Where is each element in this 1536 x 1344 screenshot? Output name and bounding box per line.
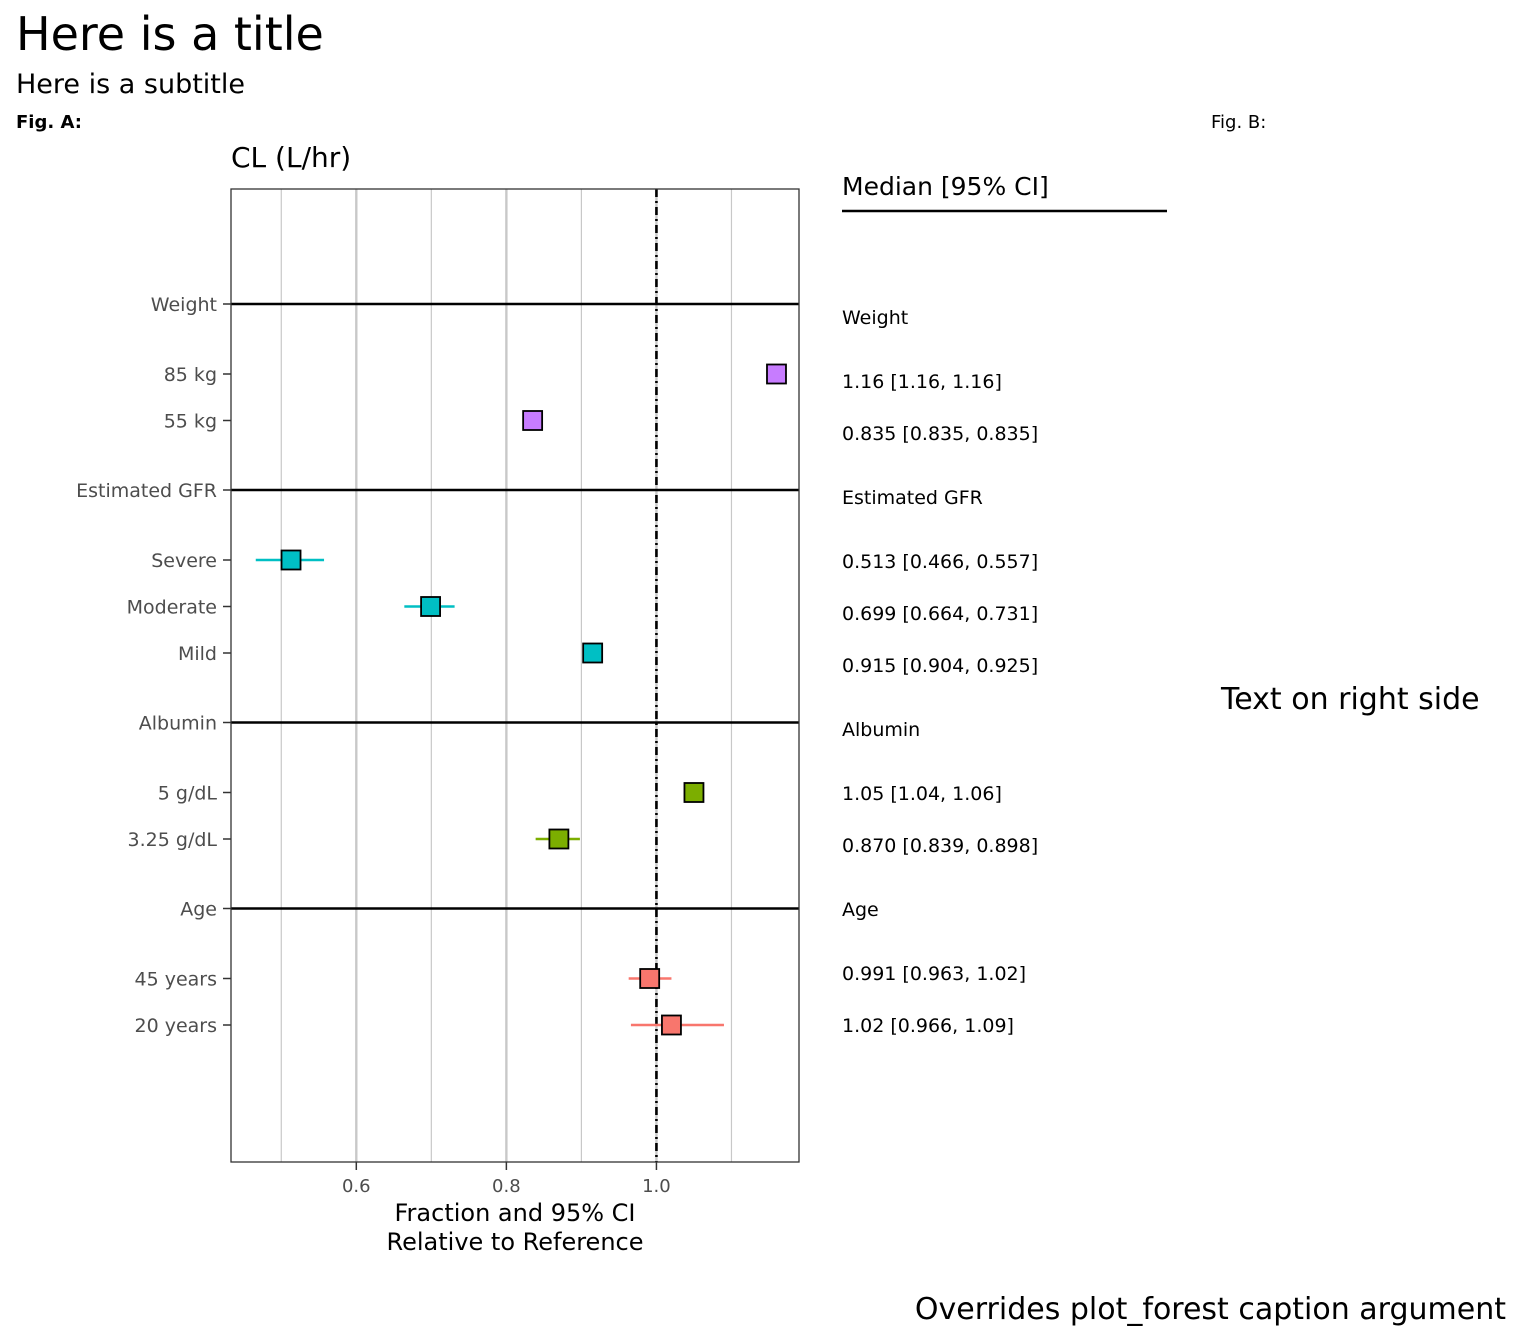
- table-value: 0.870 [0.839, 0.898]: [842, 835, 1038, 857]
- table-value: 1.16 [1.16, 1.16]: [842, 371, 1002, 393]
- table-value: 0.991 [0.963, 1.02]: [842, 963, 1026, 985]
- right-side-text: Text on right side: [1221, 682, 1480, 717]
- group-label: Age: [180, 899, 217, 921]
- x-tick-label: 0.8: [492, 1176, 521, 1197]
- x-tick-label: 1.0: [642, 1176, 671, 1197]
- group-label: Weight: [151, 294, 217, 316]
- table-header: Median [95% CI]: [842, 172, 1049, 201]
- table-group-label: Estimated GFR: [842, 487, 983, 509]
- table-value: 1.05 [1.04, 1.06]: [842, 783, 1002, 805]
- median-point: [683, 782, 705, 803]
- row-label: 55 kg: [164, 411, 217, 433]
- table-value: 0.699 [0.664, 0.731]: [842, 603, 1038, 625]
- x-axis-label-line2: Relative to Reference: [387, 1228, 644, 1256]
- row-label: 85 kg: [164, 364, 217, 386]
- median-point: [548, 828, 570, 850]
- group-label: Albumin: [139, 713, 217, 735]
- row-label: 45 years: [134, 969, 217, 991]
- table-value: 1.02 [0.966, 1.09]: [842, 1015, 1014, 1037]
- row-label: 3.25 g/dL: [128, 829, 218, 851]
- table-value: 0.513 [0.466, 0.557]: [842, 551, 1038, 573]
- median-point: [582, 642, 604, 664]
- page-title: Here is a title: [16, 7, 324, 61]
- fig-a-tag: Fig. A:: [16, 112, 82, 133]
- row-label: Mild: [178, 643, 217, 665]
- median-point: [420, 596, 441, 617]
- row-label: Severe: [151, 550, 217, 572]
- panel-title: CL (L/hr): [231, 141, 351, 174]
- median-point: [639, 968, 661, 989]
- fig-b-tag: Fig. B:: [1211, 112, 1267, 133]
- median-point: [522, 410, 544, 431]
- row-label: Moderate: [127, 597, 217, 619]
- caption: Overrides plot_forest caption argument: [914, 1292, 1506, 1327]
- panel-border: [230, 188, 800, 1163]
- table-group-label: Albumin: [842, 719, 920, 741]
- table-group-label: Weight: [842, 307, 908, 329]
- median-point: [661, 1014, 682, 1036]
- median-point: [280, 549, 302, 571]
- table-value: 0.835 [0.835, 0.835]: [842, 423, 1038, 445]
- table-value: 0.915 [0.904, 0.925]: [842, 655, 1038, 677]
- group-label: Estimated GFR: [76, 480, 217, 502]
- median-point: [766, 363, 787, 385]
- x-tick-label: 0.6: [342, 1176, 371, 1197]
- page-subtitle: Here is a subtitle: [16, 69, 245, 100]
- table-group-label: Age: [842, 899, 879, 921]
- row-label: 5 g/dL: [158, 783, 218, 805]
- x-axis-label-line1: Fraction and 95% CI: [394, 1199, 635, 1227]
- row-label: 20 years: [134, 1015, 217, 1037]
